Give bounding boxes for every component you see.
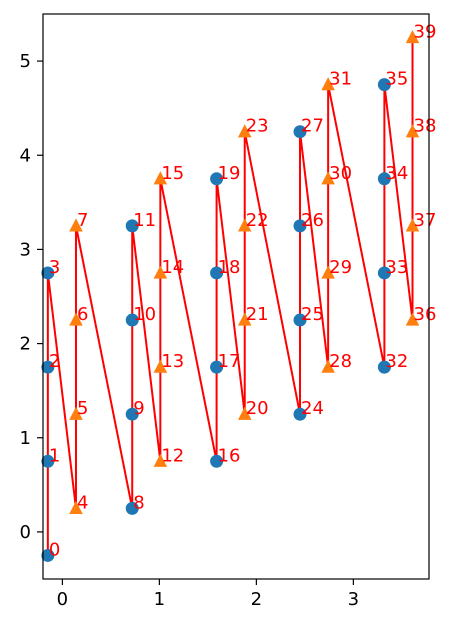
point-26-label: 26 [301, 210, 324, 231]
point-1-label: 1 [49, 445, 60, 466]
point-18-label: 18 [218, 257, 241, 278]
point-3-circle [41, 266, 55, 280]
point-38-triangle [405, 124, 420, 138]
point-19-circle [210, 172, 224, 186]
point-33-label: 33 [385, 257, 408, 278]
point-32-circle [377, 360, 391, 374]
point-2-circle [41, 360, 55, 374]
point-1-circle [41, 454, 55, 468]
point-39-label: 39 [414, 22, 437, 43]
point-24-label: 24 [301, 398, 324, 419]
point-16-circle [210, 454, 224, 468]
markers [41, 30, 420, 562]
point-17-label: 17 [218, 351, 241, 372]
y-tick-label: 5 [20, 51, 31, 72]
point-8-label: 8 [133, 492, 144, 513]
point-11-label: 11 [133, 210, 156, 231]
point-31-triangle [321, 77, 335, 91]
point-6-triangle [69, 312, 83, 326]
point-20-label: 20 [246, 398, 269, 419]
point-32-label: 32 [385, 351, 408, 372]
point-8-circle [125, 501, 139, 515]
point-0-label: 0 [49, 539, 60, 560]
point-19-label: 19 [218, 163, 241, 184]
point-25-label: 25 [301, 304, 324, 325]
point-11-circle [125, 219, 139, 233]
y-tick-label: 3 [20, 239, 31, 260]
y-tick-label: 1 [20, 428, 31, 449]
point-3-label: 3 [49, 257, 60, 278]
point-29-label: 29 [329, 257, 352, 278]
point-22-label: 22 [246, 210, 269, 231]
point-37-triangle [405, 218, 420, 232]
x-tick-label: 2 [251, 589, 262, 610]
point-34-label: 34 [385, 163, 408, 184]
point-4-label: 4 [77, 492, 88, 513]
point-13-label: 13 [161, 351, 184, 372]
point-10-circle [125, 313, 139, 327]
point-labels: 0123456789101112131415161718192021222324… [49, 22, 437, 561]
point-12-label: 12 [161, 445, 184, 466]
point-6-label: 6 [77, 304, 88, 325]
point-5-label: 5 [77, 398, 88, 419]
point-13-triangle [153, 359, 168, 373]
point-35-circle [377, 78, 391, 92]
point-39-triangle [405, 30, 420, 44]
x-tick-label: 0 [57, 589, 68, 610]
point-14-label: 14 [161, 257, 184, 278]
point-21-label: 21 [246, 304, 269, 325]
point-0-circle [41, 548, 55, 562]
point-35-label: 35 [385, 69, 408, 90]
y-axis: 0 1 2 3 4 5 [20, 51, 43, 543]
plot-frame [42, 13, 430, 580]
point-30-label: 30 [329, 163, 352, 184]
connecting-line [46, 37, 414, 556]
x-tick-label: 1 [154, 589, 165, 610]
point-14-triangle [153, 265, 168, 279]
point-37-label: 37 [414, 210, 437, 231]
point-27-circle [293, 125, 307, 139]
point-18-circle [210, 266, 224, 280]
point-15-label: 15 [161, 163, 184, 184]
point-21-triangle [237, 312, 252, 326]
point-27-label: 27 [301, 116, 324, 137]
point-2-label: 2 [49, 351, 60, 372]
y-tick-label: 2 [20, 334, 31, 355]
point-7-triangle [69, 218, 83, 232]
point-28-triangle [321, 359, 335, 373]
point-24-circle [293, 407, 307, 421]
point-7-label: 7 [77, 210, 88, 231]
point-23-triangle [237, 124, 252, 138]
point-25-circle [293, 313, 307, 327]
point-9-circle [125, 407, 139, 421]
point-10-label: 10 [133, 304, 156, 325]
point-38-label: 38 [414, 116, 437, 137]
point-36-label: 36 [414, 304, 437, 325]
point-4-triangle [69, 500, 83, 514]
point-26-circle [293, 219, 307, 233]
point-36-triangle [405, 312, 420, 326]
point-20-triangle [237, 406, 252, 420]
point-16-label: 16 [218, 445, 241, 466]
series-line [46, 37, 414, 556]
point-15-triangle [153, 171, 168, 185]
point-30-triangle [321, 171, 335, 185]
y-tick-label: 4 [20, 145, 31, 166]
point-34-circle [377, 172, 391, 186]
point-28-label: 28 [329, 351, 352, 372]
point-29-triangle [321, 265, 335, 279]
point-17-circle [210, 360, 224, 374]
point-5-triangle [69, 406, 83, 420]
point-9-label: 9 [133, 398, 144, 419]
point-23-label: 23 [246, 116, 269, 137]
x-axis: 0 1 2 3 [57, 579, 359, 610]
plot-area [43, 14, 429, 579]
point-31-label: 31 [329, 69, 352, 90]
point-12-triangle [153, 453, 168, 467]
x-tick-label: 3 [348, 589, 359, 610]
y-tick-label: 0 [20, 522, 31, 543]
point-33-circle [377, 266, 391, 280]
point-22-triangle [237, 218, 252, 232]
